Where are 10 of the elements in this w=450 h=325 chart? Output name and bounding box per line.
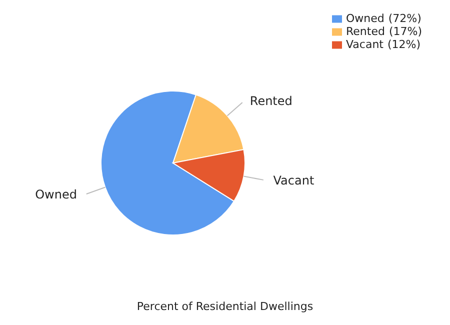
legend-label: Owned (346, 12, 384, 25)
legend-label: Vacant (346, 38, 384, 51)
legend-label: Rented (346, 25, 385, 38)
data-label: (12%) (388, 38, 421, 51)
data-label: (17%) (388, 25, 422, 38)
slice-label: Rented (250, 94, 292, 108)
text: Percent of Residential Dwellings (136, 300, 314, 313)
slice-label: Vacant (273, 173, 314, 188)
slice-label: Owned (35, 188, 77, 202)
data-label: (72%) (388, 12, 422, 25)
